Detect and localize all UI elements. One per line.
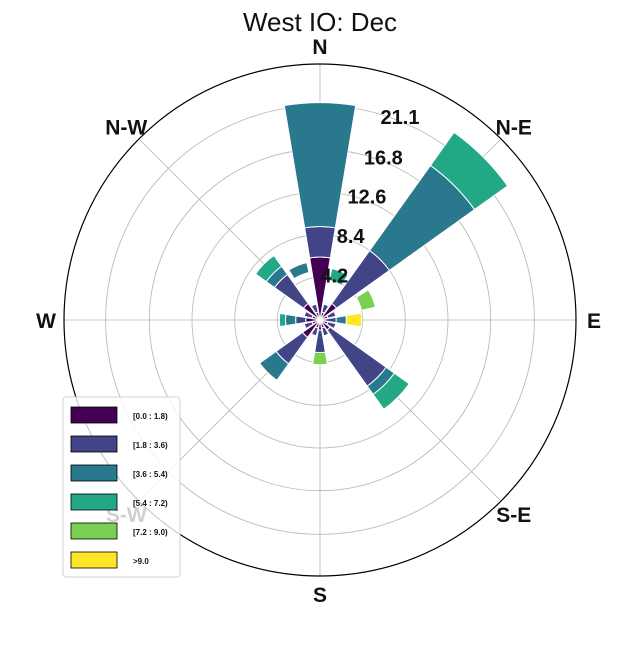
wind-bar-ne-3 <box>429 131 509 211</box>
wind-bar-se-3 <box>372 372 410 410</box>
radial-tick-label: 12.6 <box>348 187 387 209</box>
wind-bar-nnw-extra <box>288 261 310 280</box>
wind-bar-e-5 <box>345 312 363 328</box>
wind-bar-ssw-1 <box>310 326 319 337</box>
wind-bar-n-1 <box>304 226 336 259</box>
legend-label: [1.8 : 3.6) <box>133 441 168 450</box>
legend-swatch <box>70 522 118 540</box>
compass-label-n-w: N-W <box>105 116 147 139</box>
compass-label-n-e: N-E <box>496 116 532 139</box>
wind-bar-wnw-1 <box>303 310 314 319</box>
chart-title: West IO: Dec <box>243 7 397 37</box>
wind-bar-ene-extra <box>355 289 377 311</box>
legend-label: >9.0 <box>133 557 149 566</box>
compass-label-s: S <box>313 584 327 607</box>
legend-label: [3.6 : 5.4) <box>133 470 168 479</box>
radial-tick-label: 16.8 <box>364 147 403 169</box>
wind-bar-nnw-1 <box>310 303 319 314</box>
wind-bar-nne-extra <box>328 267 349 287</box>
wind-bar-wsw-1 <box>303 321 314 330</box>
wind-bar-nne-1 <box>321 303 330 314</box>
legend-swatch <box>70 435 118 453</box>
wind-bar-e-2 <box>335 315 347 325</box>
wind-bar-w-1 <box>295 315 307 325</box>
legend-swatch <box>70 551 118 569</box>
legend-label: [5.4 : 7.2) <box>133 499 168 508</box>
legend: [0.0 : 1.8) [1.8 : 3.6) [3.6 : 5.4) [5.4 : … <box>62 396 181 578</box>
radial-tick-label: 4.2 <box>320 266 348 288</box>
legend-swatch <box>70 464 118 482</box>
radial-tick-label: 21.1 <box>381 107 420 129</box>
wind-bar-s-4 <box>312 351 328 366</box>
compass-label-n: N <box>312 36 327 59</box>
legend-swatch <box>70 406 118 424</box>
radial-tick-label: 8.4 <box>337 226 366 248</box>
wind-bar-ene-1 <box>326 310 337 319</box>
plot-outer-ring <box>63 63 577 577</box>
wind-bar-w-3 <box>278 312 287 328</box>
legend-swatch <box>70 493 118 511</box>
compass-label-w: W <box>36 310 56 333</box>
wind-bar-n-2 <box>283 102 357 229</box>
wind-bar-nw-3 <box>254 254 283 283</box>
wind-bar-sw-2 <box>258 350 290 382</box>
radial-tick-labels: 4.2 8.4 12.6 16.8 21.1 <box>320 107 419 288</box>
wind-bar-w-2 <box>284 313 297 327</box>
compass-label-e: E <box>587 310 601 333</box>
legend-label: [7.2 : 9.0) <box>133 528 168 537</box>
wind-bar-ese-1 <box>326 321 337 330</box>
bars-group <box>254 102 509 410</box>
compass-label-s-e: S-E <box>496 504 531 527</box>
legend-label: [0.0 : 1.8) <box>133 412 168 421</box>
wind-bar-sse-1 <box>321 326 330 337</box>
legend-box <box>62 396 181 578</box>
